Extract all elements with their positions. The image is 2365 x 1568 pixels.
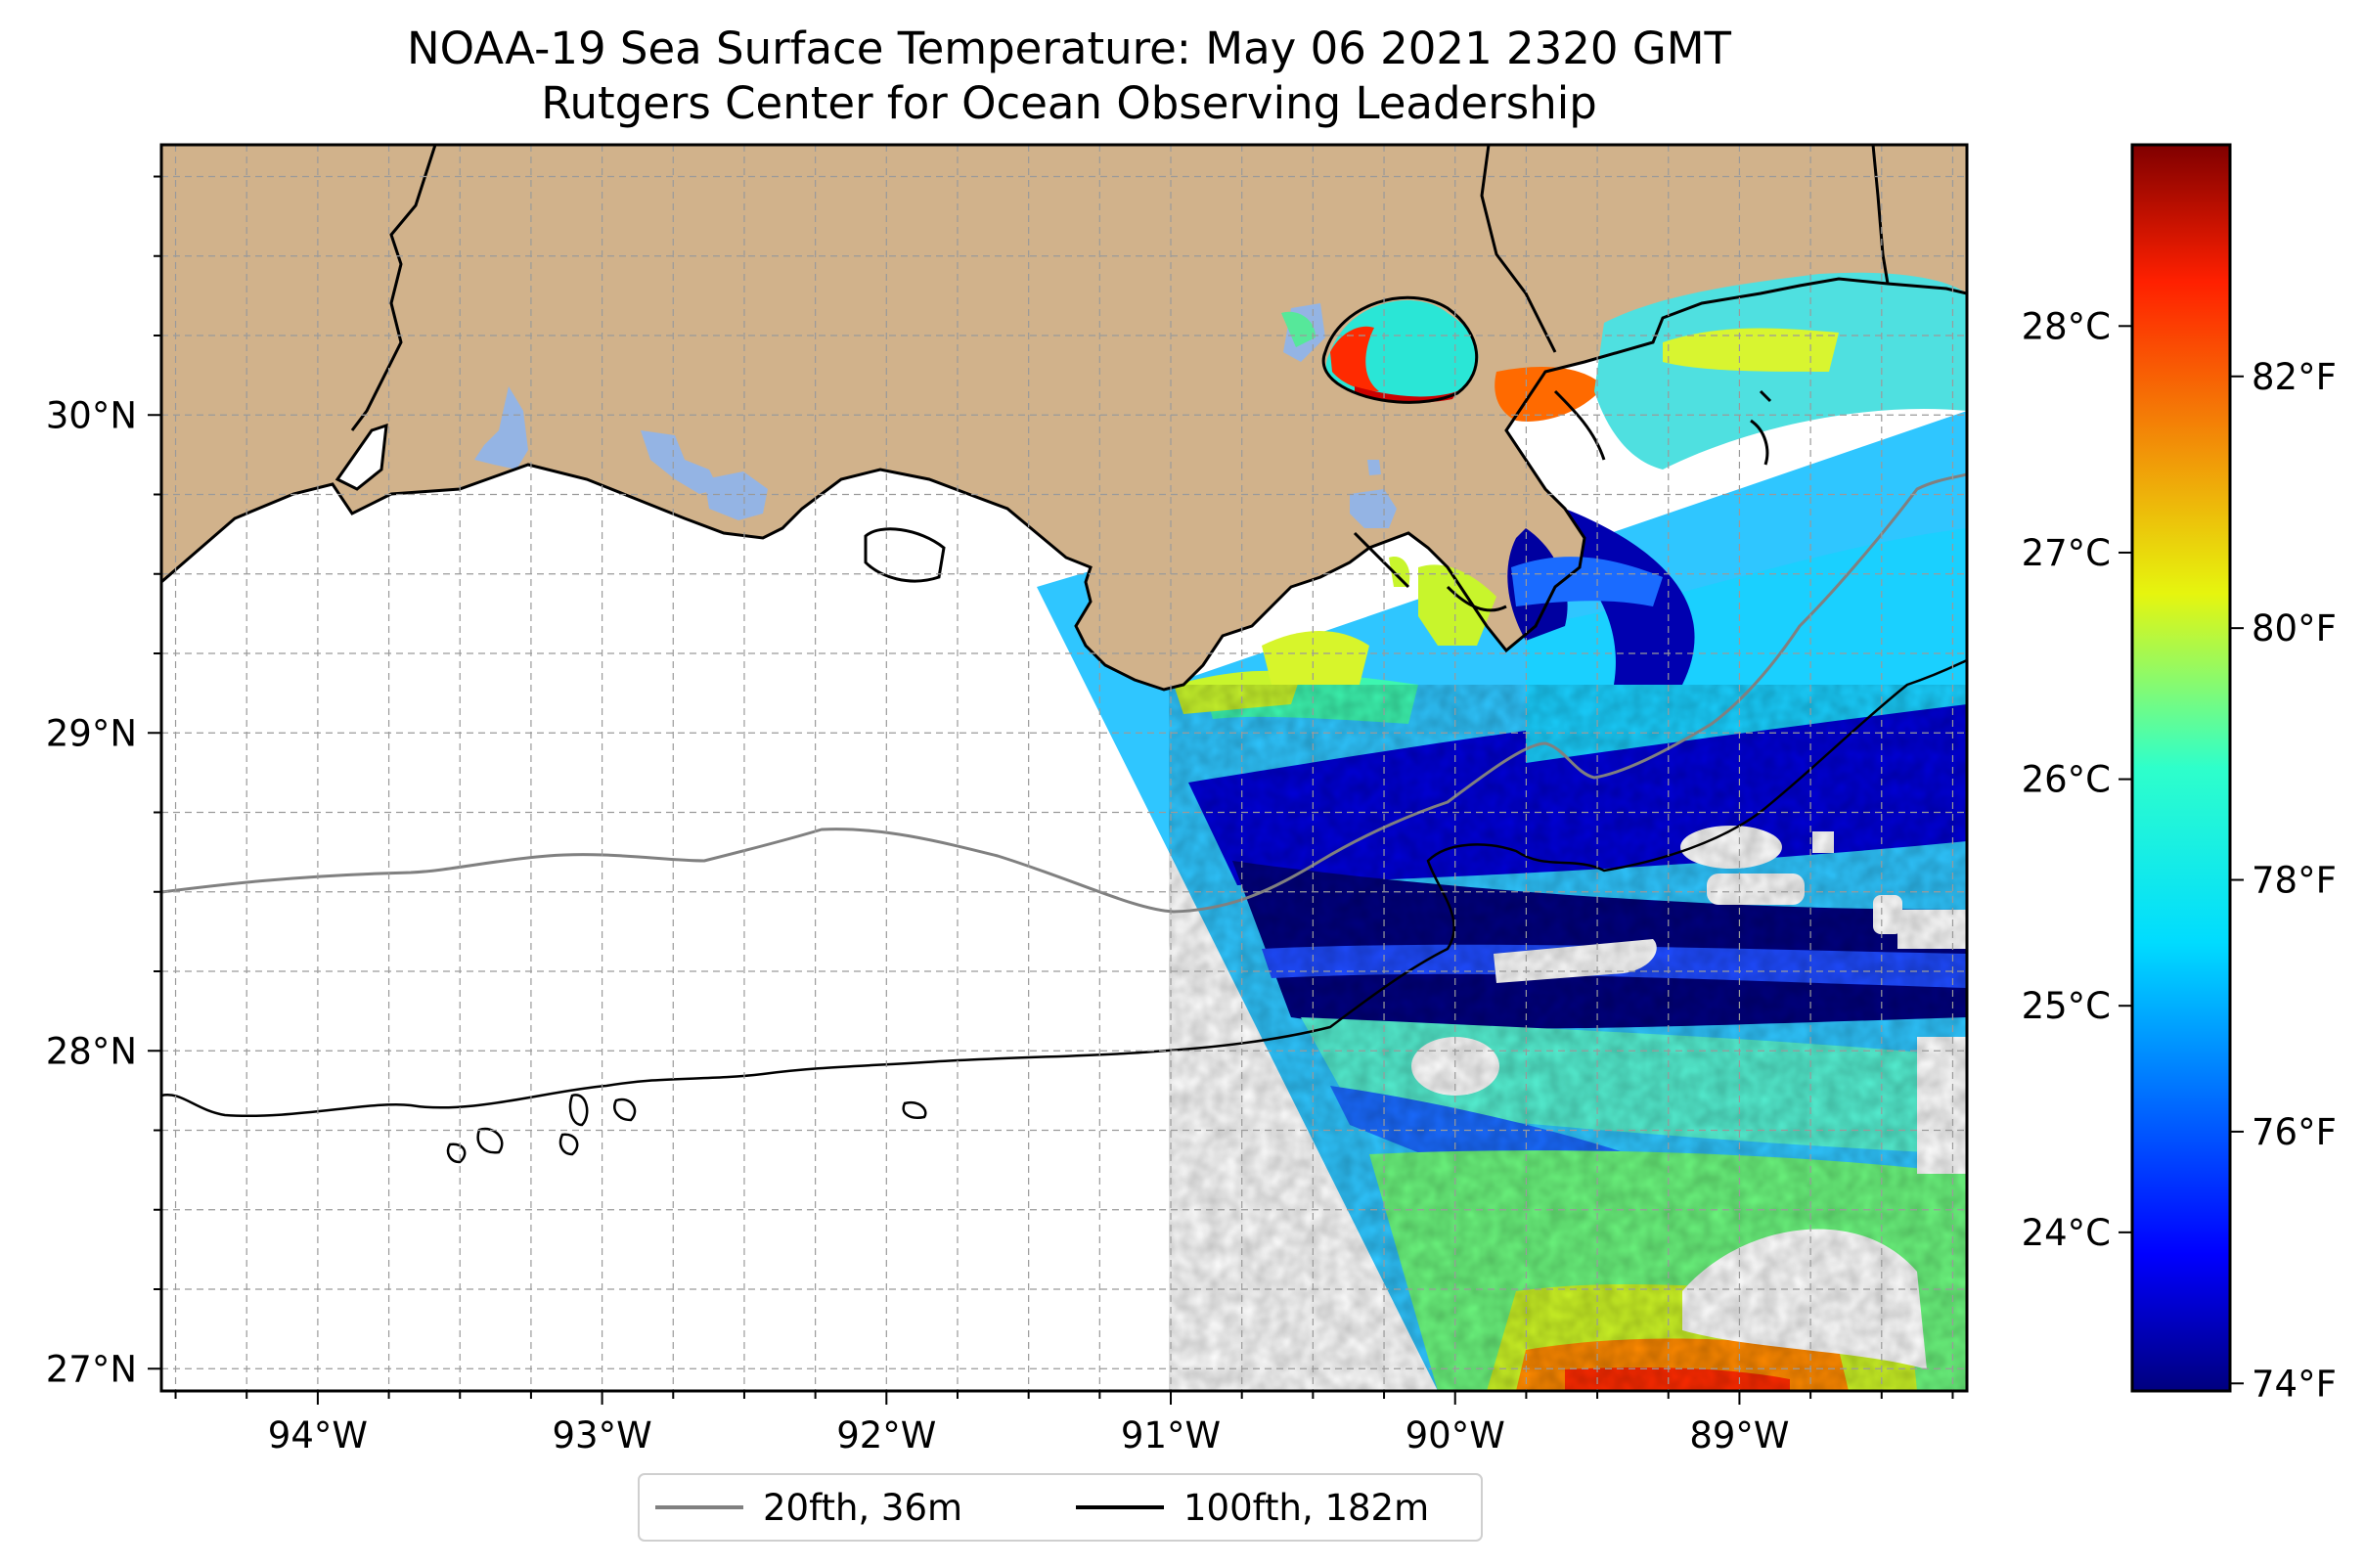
- fahrenheit-tick-label: 76°F: [2252, 1111, 2337, 1153]
- lon-tick-label: 94°W: [268, 1414, 368, 1456]
- colorbar-gradient: [2132, 145, 2230, 1391]
- vermilion-bay: [864, 527, 946, 583]
- lon-tick-label: 90°W: [1406, 1414, 1505, 1456]
- legend-item-100fth: 100fth, 182m: [1076, 1475, 1429, 1540]
- lon-tick-label: 93°W: [553, 1414, 652, 1456]
- lat-tick-label: 27°N: [46, 1348, 137, 1390]
- lon-tick-label: 91°W: [1121, 1414, 1221, 1456]
- celsius-tick-label: 27°C: [2022, 532, 2111, 574]
- lon-tick-label: 89°W: [1689, 1414, 1789, 1456]
- isobath-legend: 20fth, 36m 100fth, 182m: [638, 1473, 1483, 1542]
- fahrenheit-tick-label: 78°F: [2252, 860, 2337, 902]
- legend-item-20fth: 20fth, 36m: [655, 1475, 962, 1540]
- marsh-outlines: [1353, 389, 1772, 612]
- celsius-tick-label: 25°C: [2022, 985, 2111, 1027]
- sst-swath: [1037, 411, 1967, 1391]
- map-title: NOAA-19 Sea Surface Temperature: May 06 …: [406, 22, 1732, 74]
- legend-label-20fth: 20fth, 36m: [763, 1486, 963, 1529]
- lat-tick-label: 28°N: [46, 1030, 137, 1072]
- celsius-tick-label: 24°C: [2022, 1212, 2111, 1254]
- colorbar-fahrenheit-ticks: 82°F 80°F 78°F 76°F 74°F: [2230, 356, 2337, 1405]
- state-boundary-la-ms: [1480, 145, 1557, 353]
- celsius-tick-label: 28°C: [2022, 305, 2111, 347]
- isobath-20fth: [161, 472, 1967, 914]
- lon-tick-label: 92°W: [836, 1414, 936, 1456]
- map-subtitle: Rutgers Center for Ocean Observing Leade…: [541, 77, 1597, 129]
- lake-pontchartrain: [1321, 295, 1479, 404]
- lat-tick-label: 29°N: [46, 712, 137, 754]
- legend-swatch-100fth: [1076, 1505, 1164, 1509]
- colorbar-celsius-ticks: 28°C 27°C 26°C 25°C 24°C: [2022, 305, 2132, 1254]
- coastline: [161, 277, 1967, 692]
- legend-swatch-20fth: [655, 1505, 743, 1509]
- colorbar-frame: [2130, 143, 2232, 1393]
- state-boundary-ms-al: [1871, 145, 1890, 285]
- graticule: [161, 145, 1967, 1391]
- fahrenheit-tick-label: 74°F: [2252, 1363, 2337, 1405]
- map-frame: [159, 143, 1969, 1393]
- lat-tick-label: 30°N: [46, 394, 137, 436]
- longitude-ticks: 94°W 93°W 92°W 91°W 90°W 89°W: [174, 1391, 1954, 1456]
- state-boundary-tx-la: [350, 145, 437, 431]
- fahrenheit-tick-label: 82°F: [2252, 356, 2337, 398]
- sabine-lake: [335, 423, 388, 491]
- legend-label-100fth: 100fth, 182m: [1183, 1486, 1430, 1529]
- sst-nearshore: [1262, 272, 1967, 685]
- isobath-100fth: [161, 658, 1967, 1118]
- celsius-tick-label: 26°C: [2022, 759, 2111, 801]
- fahrenheit-tick-label: 80°F: [2252, 607, 2337, 650]
- latitude-ticks: 30°N 29°N 28°N 27°N: [46, 175, 161, 1390]
